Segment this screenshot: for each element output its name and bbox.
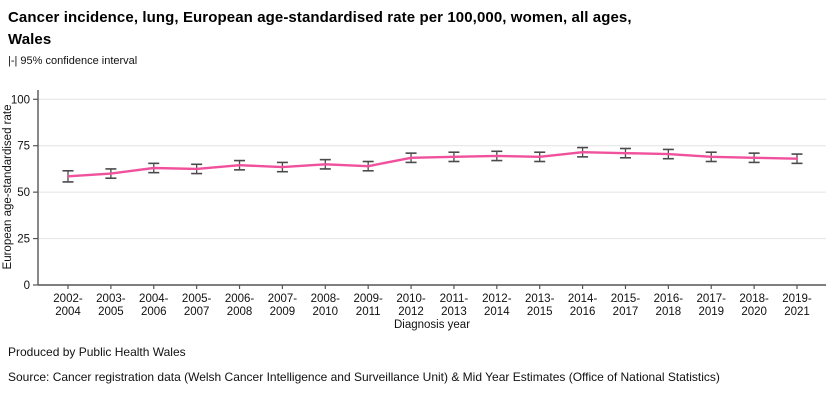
x-tick-labels: 2002-2004 2003-2005 2004-2006 2005-2007 2006… [53,293,812,318]
confidence-interval-note: |-| 95% confidence interval [8,55,138,67]
y-tick-labels: 0 25 50 75 100 [11,94,30,292]
chart-title-line-1: Cancer incidence, lung, European age-sta… [8,9,632,26]
axes [33,90,826,289]
source-note: Source: Cancer registration data (Welsh … [8,370,720,384]
svg-text:2010-2012: 2010-2012 [396,293,426,318]
svg-text:2009-2011: 2009-2011 [353,293,383,318]
data-line [66,151,799,178]
x-axis-title: Diagnosis year [394,319,470,331]
chart-title-line-2: Wales [8,31,52,48]
svg-text:25: 25 [17,234,30,246]
svg-text:2005-2007: 2005-2007 [182,293,212,318]
svg-text:2019-2021: 2019-2021 [782,293,812,318]
svg-text:2003-2005: 2003-2005 [96,293,126,318]
svg-text:2011-2013: 2011-2013 [440,293,469,318]
svg-text:75: 75 [17,141,30,153]
svg-text:2014-2016: 2014-2016 [568,293,598,318]
svg-text:2007-2009: 2007-2009 [268,293,298,318]
svg-text:50: 50 [17,187,30,199]
produced-by-note: Produced by Public Health Wales [8,345,186,359]
error-bars [62,146,803,183]
y-axis-title: European age-standardised rate [2,105,14,270]
svg-text:2018-2020: 2018-2020 [739,293,769,318]
svg-text:2008-2010: 2008-2010 [311,293,341,318]
svg-text:100: 100 [11,94,30,106]
svg-text:2012-2014: 2012-2014 [482,293,512,318]
svg-text:2017-2019: 2017-2019 [697,293,727,318]
chart-title: Cancer incidence, lung, European age-sta… [8,7,828,51]
svg-text:2016-2018: 2016-2018 [654,293,684,318]
gridlines [38,98,826,240]
svg-text:0: 0 [24,280,30,292]
svg-text:2015-2017: 2015-2017 [611,293,641,318]
svg-text:2002-2004: 2002-2004 [53,293,83,318]
svg-text:2013-2015: 2013-2015 [525,293,555,318]
svg-text:2006-2008: 2006-2008 [225,293,255,318]
svg-text:2004-2006: 2004-2006 [139,293,169,318]
